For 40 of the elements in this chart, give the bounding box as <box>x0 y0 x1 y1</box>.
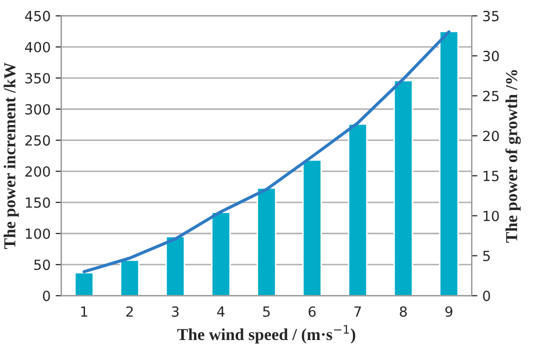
y2-tick-label: 35 <box>483 10 499 22</box>
y-tick-label: 150 <box>26 197 50 208</box>
bar <box>211 212 231 296</box>
bar <box>439 30 459 296</box>
y-tick-label: 300 <box>25 104 50 115</box>
x-tick-label: 4 <box>217 306 225 317</box>
bar <box>74 272 94 296</box>
x-tick-label: 7 <box>354 306 361 317</box>
y-tick-label: 250 <box>25 135 50 146</box>
x-tick-label: 6 <box>308 306 316 317</box>
y2-tick-label: 15 <box>484 170 499 182</box>
y-tick-label: 200 <box>25 166 50 177</box>
bar <box>302 159 322 296</box>
bar <box>348 123 368 296</box>
x-tick-label: 3 <box>172 306 179 317</box>
bar <box>165 236 186 296</box>
y-tick-label: 400 <box>25 42 50 52</box>
y-tick-label: 450 <box>25 10 50 22</box>
y-tick-label: 0 <box>42 290 50 302</box>
bar <box>120 260 140 296</box>
y-tick-label: 50 <box>34 260 50 270</box>
bar <box>256 187 276 296</box>
x-tick-label: 5 <box>263 306 270 317</box>
y2-tick-label: 20 <box>483 130 499 142</box>
x-axis-title: The wind speed / (m·s$^{−1}$) <box>177 325 356 344</box>
bar <box>393 80 414 296</box>
y2-tick-label: 25 <box>483 90 499 102</box>
y2-tick-label: 0 <box>483 290 490 302</box>
y-axis-title: The power increment /kW <box>4 62 19 249</box>
y2-tick-label: 30 <box>483 50 499 62</box>
x-tick-label: 8 <box>400 306 407 317</box>
x-tick-label: 9 <box>445 306 452 317</box>
y-tick-label: 350 <box>25 72 50 84</box>
y2-tick-label: 5 <box>483 250 490 262</box>
y2-axis-title: The power of growth /% <box>505 70 521 243</box>
y-tick-label: 100 <box>26 228 50 239</box>
y2-tick-label: 10 <box>484 210 499 222</box>
x-tick-label: 2 <box>126 306 133 317</box>
x-tick-label: 1 <box>81 306 88 317</box>
line-series <box>82 30 450 274</box>
